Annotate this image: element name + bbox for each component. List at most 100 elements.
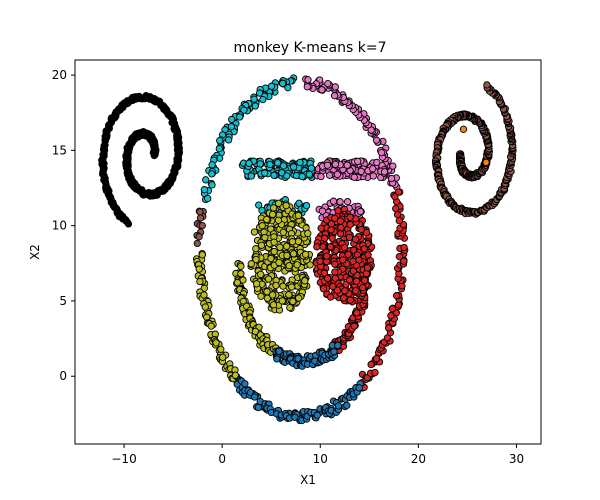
data-point	[268, 291, 277, 299]
data-point	[336, 198, 344, 206]
data-point	[200, 186, 209, 194]
data-point	[279, 79, 287, 88]
data-point	[392, 292, 401, 300]
data-point	[292, 171, 301, 180]
data-point	[274, 159, 282, 167]
data-point	[395, 217, 403, 225]
data-point	[304, 76, 312, 84]
data-point	[217, 345, 225, 353]
data-point	[323, 274, 332, 283]
data-point	[331, 83, 339, 91]
y-tick-label: 5	[59, 294, 67, 308]
data-point	[383, 334, 392, 342]
data-point	[369, 165, 377, 173]
data-point	[219, 353, 227, 361]
data-point	[336, 230, 345, 238]
data-point	[250, 228, 259, 236]
data-point	[270, 247, 278, 256]
data-point	[294, 211, 303, 220]
data-point	[267, 82, 276, 90]
data-point	[241, 380, 249, 388]
x-tick-label: −10	[111, 452, 136, 466]
data-point	[274, 199, 283, 207]
data-point	[323, 161, 332, 169]
data-point	[267, 254, 275, 263]
data-point	[285, 262, 293, 270]
data-point	[352, 287, 360, 295]
plot-frame	[74, 59, 542, 445]
data-point	[266, 160, 274, 169]
data-point	[377, 148, 386, 157]
data-point	[363, 264, 372, 272]
data-point	[331, 214, 339, 222]
data-point	[394, 301, 403, 309]
data-point	[318, 86, 326, 94]
data-point	[331, 260, 339, 268]
data-point	[307, 164, 315, 172]
data-point	[228, 115, 236, 124]
data-point	[346, 296, 354, 304]
data-point	[286, 303, 294, 312]
data-point	[283, 172, 291, 180]
data-point	[352, 277, 361, 285]
data-point	[483, 81, 491, 89]
data-point	[346, 220, 354, 229]
data-point	[302, 201, 311, 210]
data-point	[387, 174, 396, 183]
data-point	[293, 261, 301, 269]
data-point	[343, 161, 351, 169]
data-point	[252, 255, 260, 264]
data-point	[295, 294, 303, 302]
data-point	[195, 233, 203, 241]
data-point	[344, 250, 352, 259]
data-point	[289, 250, 298, 258]
data-point	[283, 242, 291, 250]
data-point	[301, 250, 310, 259]
data-point	[349, 257, 357, 265]
data-point	[224, 136, 233, 144]
data-point	[250, 393, 259, 401]
data-point	[371, 368, 379, 377]
cluster-1	[98, 92, 184, 228]
data-point	[285, 291, 293, 299]
data-point	[380, 168, 389, 176]
data-point	[196, 208, 204, 216]
data-point	[237, 262, 245, 270]
data-point	[251, 102, 259, 110]
data-point	[261, 233, 269, 242]
x-tick-label: 20	[411, 452, 426, 466]
data-point	[198, 221, 206, 230]
data-point	[254, 403, 262, 412]
data-point	[294, 237, 303, 246]
data-point	[331, 160, 340, 168]
x-axis: −10 0 10 20 30	[111, 444, 524, 466]
y-tick-label: 0	[59, 369, 67, 383]
data-point	[316, 257, 324, 265]
data-point	[394, 188, 403, 196]
data-point	[204, 194, 212, 203]
data-point	[196, 277, 204, 286]
data-point	[270, 171, 278, 179]
data-point	[328, 234, 336, 242]
data-point	[301, 277, 309, 285]
data-point	[400, 257, 408, 265]
data-point	[279, 162, 288, 170]
data-point	[369, 172, 377, 180]
data-point	[257, 270, 265, 279]
data-point	[324, 79, 332, 88]
y-axis: 0 5 10 15 20	[52, 68, 75, 383]
data-point	[231, 371, 240, 379]
data-point	[337, 223, 345, 232]
data-point	[372, 354, 381, 363]
data-point	[364, 251, 372, 259]
data-point	[303, 83, 311, 91]
data-point	[195, 265, 203, 273]
data-point	[323, 252, 331, 260]
data-point	[270, 238, 278, 246]
data-point	[392, 204, 400, 213]
data-point	[318, 207, 327, 215]
data-point	[278, 297, 286, 305]
y-tick-label: 15	[52, 143, 67, 157]
data-point	[273, 355, 281, 363]
data-point	[359, 284, 367, 292]
